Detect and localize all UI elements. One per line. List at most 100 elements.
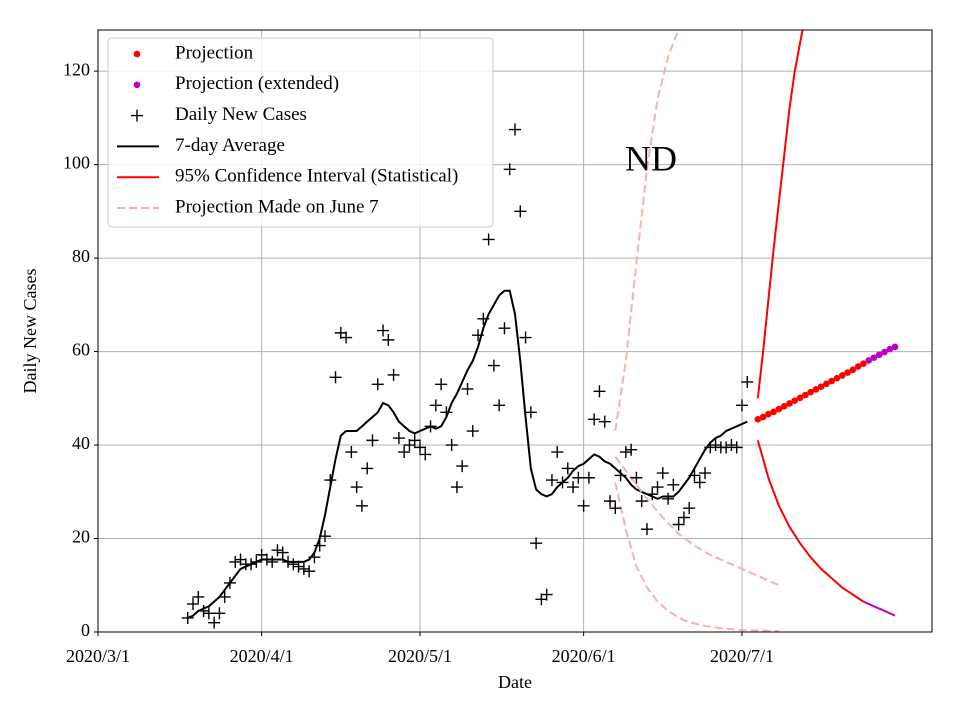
marker <box>720 441 733 454</box>
line <box>187 289 748 619</box>
marker <box>445 439 458 452</box>
marker <box>775 405 783 413</box>
line <box>756 440 864 603</box>
marker <box>350 481 363 494</box>
marker <box>355 499 368 512</box>
marker <box>640 523 653 536</box>
x-tick-label: 2020/4/1 <box>230 646 294 666</box>
marker <box>435 378 448 391</box>
marker <box>345 446 358 459</box>
marker <box>688 469 701 482</box>
marker <box>561 462 574 475</box>
marker <box>865 357 872 364</box>
marker <box>588 413 601 426</box>
marker <box>245 558 258 571</box>
marker <box>276 546 289 559</box>
marker <box>630 471 643 484</box>
marker <box>366 434 379 447</box>
marker <box>802 391 809 399</box>
marker <box>693 476 706 489</box>
marker <box>197 604 210 617</box>
x-tick-label: 2020/3/1 <box>66 646 130 666</box>
marker <box>672 518 685 531</box>
y-tick-label: 100 <box>63 153 90 173</box>
marker <box>218 590 231 603</box>
marker <box>593 385 606 398</box>
marker <box>282 555 295 568</box>
marker <box>498 322 511 335</box>
x-axis-label: Date <box>498 672 532 692</box>
marker <box>324 474 337 487</box>
x-tick-label: 2020/7/1 <box>710 646 774 666</box>
annotation: ND <box>625 138 677 178</box>
marker <box>377 324 390 337</box>
marker <box>202 607 215 620</box>
marker <box>371 378 384 391</box>
marker <box>208 616 221 629</box>
marker <box>683 502 696 515</box>
marker <box>260 553 273 566</box>
marker <box>229 555 242 568</box>
marker <box>770 408 777 416</box>
marker <box>187 597 200 610</box>
marker <box>133 81 141 89</box>
marker <box>730 441 743 454</box>
marker <box>133 50 141 58</box>
y-tick-label: 120 <box>63 59 90 79</box>
marker <box>303 565 316 578</box>
marker <box>860 360 867 368</box>
marker <box>398 446 411 459</box>
marker <box>482 233 495 246</box>
legend: Projection Projection (extended) Daily New… <box>107 37 494 228</box>
marker <box>662 492 675 505</box>
line <box>756 30 804 399</box>
marker <box>524 406 537 419</box>
marker <box>709 439 722 452</box>
marker <box>514 205 527 218</box>
marker <box>419 448 432 461</box>
marker <box>192 590 205 603</box>
marker <box>250 555 263 568</box>
marker <box>828 377 836 385</box>
marker <box>382 333 395 346</box>
marker <box>424 420 437 433</box>
marker <box>413 441 426 454</box>
marker <box>577 499 590 512</box>
marker <box>271 544 284 557</box>
line <box>862 600 896 617</box>
marker <box>131 109 143 122</box>
marker <box>450 481 463 494</box>
marker <box>844 369 851 376</box>
marker <box>651 481 664 494</box>
marker <box>812 386 820 393</box>
marker <box>540 588 553 601</box>
legend-box <box>107 37 494 228</box>
marker <box>223 576 236 589</box>
marker <box>509 123 521 136</box>
line <box>614 456 780 587</box>
marker <box>392 432 405 445</box>
marker <box>741 375 754 388</box>
marker <box>875 351 883 359</box>
marker <box>487 359 500 372</box>
marker <box>361 462 374 475</box>
marker <box>870 354 878 361</box>
y-tick-label: 60 <box>72 340 90 360</box>
marker <box>408 434 421 447</box>
y-tick-label: 0 <box>81 620 90 640</box>
marker <box>582 471 595 484</box>
marker <box>530 537 543 550</box>
marker <box>466 425 479 438</box>
marker <box>796 394 804 402</box>
marker <box>503 163 516 176</box>
marker <box>754 416 762 423</box>
marker <box>308 551 321 564</box>
marker <box>287 558 300 571</box>
marker <box>493 399 506 412</box>
marker <box>735 399 748 412</box>
marker <box>472 329 485 342</box>
marker <box>891 343 899 351</box>
marker <box>572 471 585 484</box>
marker <box>833 374 841 382</box>
